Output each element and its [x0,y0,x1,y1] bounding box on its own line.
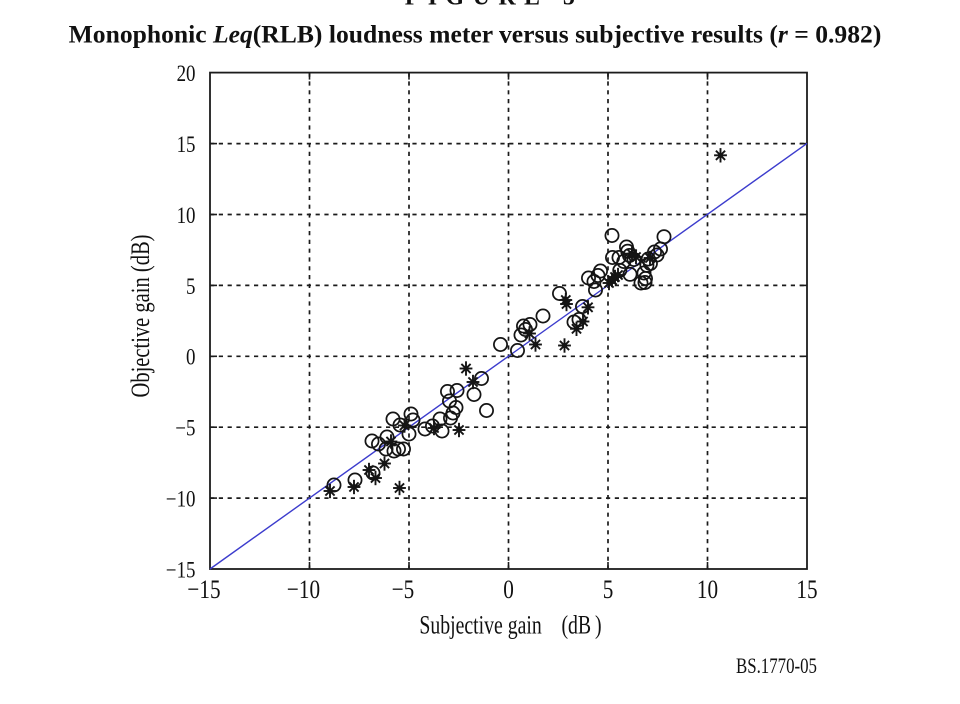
svg-text:15: 15 [796,576,817,605]
svg-text:0: 0 [186,344,195,370]
svg-text:−15: −15 [166,557,196,583]
svg-text:Monophonic Leq(RLB) loudness m: Monophonic Leq(RLB) loudness meter versu… [69,20,882,49]
svg-text:Objective gain (dB): Objective gain (dB) [127,235,156,398]
svg-text:FIGURE 5: FIGURE 5 [405,0,584,11]
svg-text:5: 5 [603,576,614,605]
svg-text:15: 15 [177,131,196,157]
svg-text:0: 0 [503,576,514,605]
svg-text:20: 20 [177,60,196,86]
svg-text:Subjective gain (dB ): Subjective gain (dB ) [419,610,601,639]
svg-text:10: 10 [177,202,196,228]
svg-text:−10: −10 [166,486,196,512]
svg-text:10: 10 [697,576,718,605]
svg-text:BS.1770-05: BS.1770-05 [736,654,817,679]
svg-text:−5: −5 [175,415,195,441]
svg-text:5: 5 [186,273,195,299]
svg-text:−5: −5 [392,576,415,605]
svg-text:−15: −15 [187,576,220,605]
svg-text:−10: −10 [287,576,320,605]
